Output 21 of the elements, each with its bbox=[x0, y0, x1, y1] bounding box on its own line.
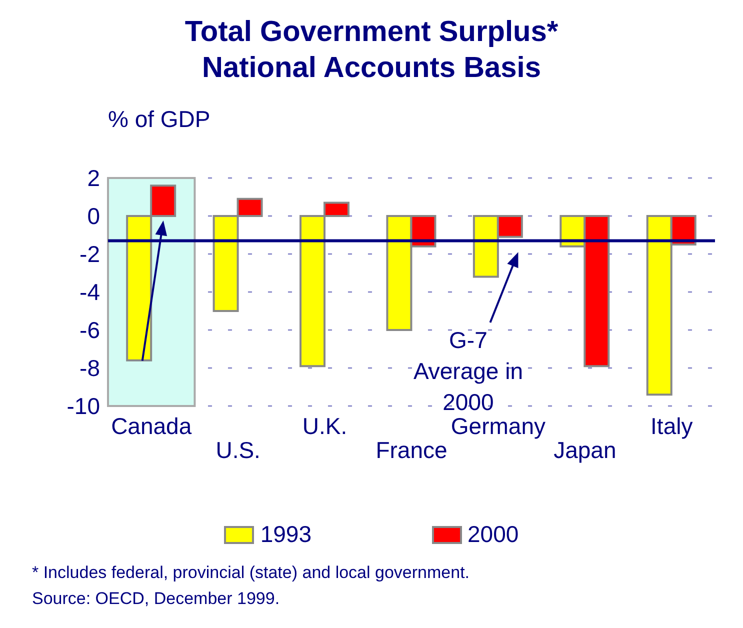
y-tick-label: 2 bbox=[87, 165, 100, 192]
y-tick-label: -8 bbox=[80, 355, 100, 382]
y-tick-label: 0 bbox=[87, 203, 100, 230]
x-tick-label: Japan bbox=[554, 437, 616, 463]
chart-title: Total Government Surplus* National Accounts Basis bbox=[184, 15, 560, 86]
x-tick-label: Italy bbox=[650, 413, 694, 439]
y-tick-label: -6 bbox=[80, 317, 100, 344]
x-tick-label: U.S. bbox=[216, 437, 260, 463]
y-tick-label: -2 bbox=[80, 241, 100, 268]
y-tick-label: -10 bbox=[66, 393, 100, 420]
x-tick-label: Canada bbox=[111, 413, 192, 439]
source-note: Source: OECD, December 1999. bbox=[32, 588, 281, 610]
x-tick-label: U.K. bbox=[302, 413, 348, 439]
y-axis-title: % of GDP bbox=[108, 106, 210, 133]
text: * Includes federal, provincial (state) and local government. bbox=[32, 562, 470, 584]
y-tick-label: -4 bbox=[80, 279, 100, 306]
x-tick-label: France bbox=[376, 437, 448, 463]
legend-label: 2000 bbox=[466, 521, 519, 548]
x-tick-label: Germany bbox=[450, 413, 546, 439]
legend-label: 1993 bbox=[259, 521, 312, 548]
ref-line-label: G-7 Average in 2000 bbox=[413, 327, 523, 415]
